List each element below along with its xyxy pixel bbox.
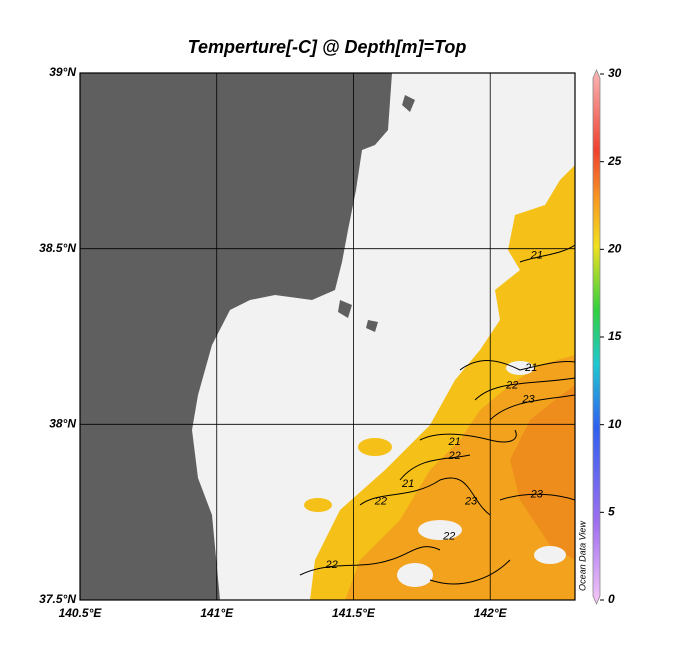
x-tick-label: 141°E xyxy=(200,606,234,620)
gap xyxy=(397,563,433,587)
field-patch xyxy=(304,498,332,512)
y-tick-label: 37.5°N xyxy=(39,592,76,606)
y-tick-label: 38.5°N xyxy=(39,241,76,255)
colorbar-tick-label: 0 xyxy=(608,592,615,606)
x-tick-label: 142°E xyxy=(474,606,508,620)
colorbar-tick-label: 30 xyxy=(608,66,622,80)
contour-label: 21 xyxy=(530,250,543,262)
contour-label: 23 xyxy=(521,394,535,406)
contour-label: 23 xyxy=(530,489,544,501)
contour-label: 23 xyxy=(464,496,478,508)
contour-label: 22 xyxy=(374,496,387,508)
islands xyxy=(338,95,415,332)
colorbar-tick-label: 20 xyxy=(607,242,622,256)
colorbar-tick-label: 25 xyxy=(607,154,622,168)
contour-label: 22 xyxy=(324,559,337,571)
colorbar xyxy=(592,69,601,605)
gap xyxy=(506,361,534,375)
colorbar-tick-label: 15 xyxy=(608,329,622,343)
y-tick-label: 39°N xyxy=(49,65,76,79)
contour-label: 22 xyxy=(442,531,455,543)
colorbar-tick-label: 5 xyxy=(608,505,615,519)
colorbar-tick-label: 10 xyxy=(608,417,622,431)
field-warmest xyxy=(510,385,575,560)
field-warmer xyxy=(345,355,575,600)
contour-label: 21 xyxy=(524,362,537,374)
contour-label: 22 xyxy=(448,450,461,462)
map-area xyxy=(80,73,575,600)
gap xyxy=(418,520,462,540)
x-tick-label: 140.5°E xyxy=(59,606,103,620)
x-tick-label: 141.5°E xyxy=(332,606,376,620)
watermark: Ocean Data View xyxy=(577,521,587,591)
field-patch xyxy=(358,438,392,456)
y-tick-label: 38°N xyxy=(49,417,76,431)
map-frame xyxy=(79,72,576,601)
gap xyxy=(534,546,566,564)
contour-label: 21 xyxy=(401,478,414,490)
map-title: Temperture[-C] @ Depth[m]=Top xyxy=(188,37,467,57)
land xyxy=(80,73,392,600)
contour-label: 22 xyxy=(505,380,518,392)
contour-label: 21 xyxy=(448,436,461,448)
